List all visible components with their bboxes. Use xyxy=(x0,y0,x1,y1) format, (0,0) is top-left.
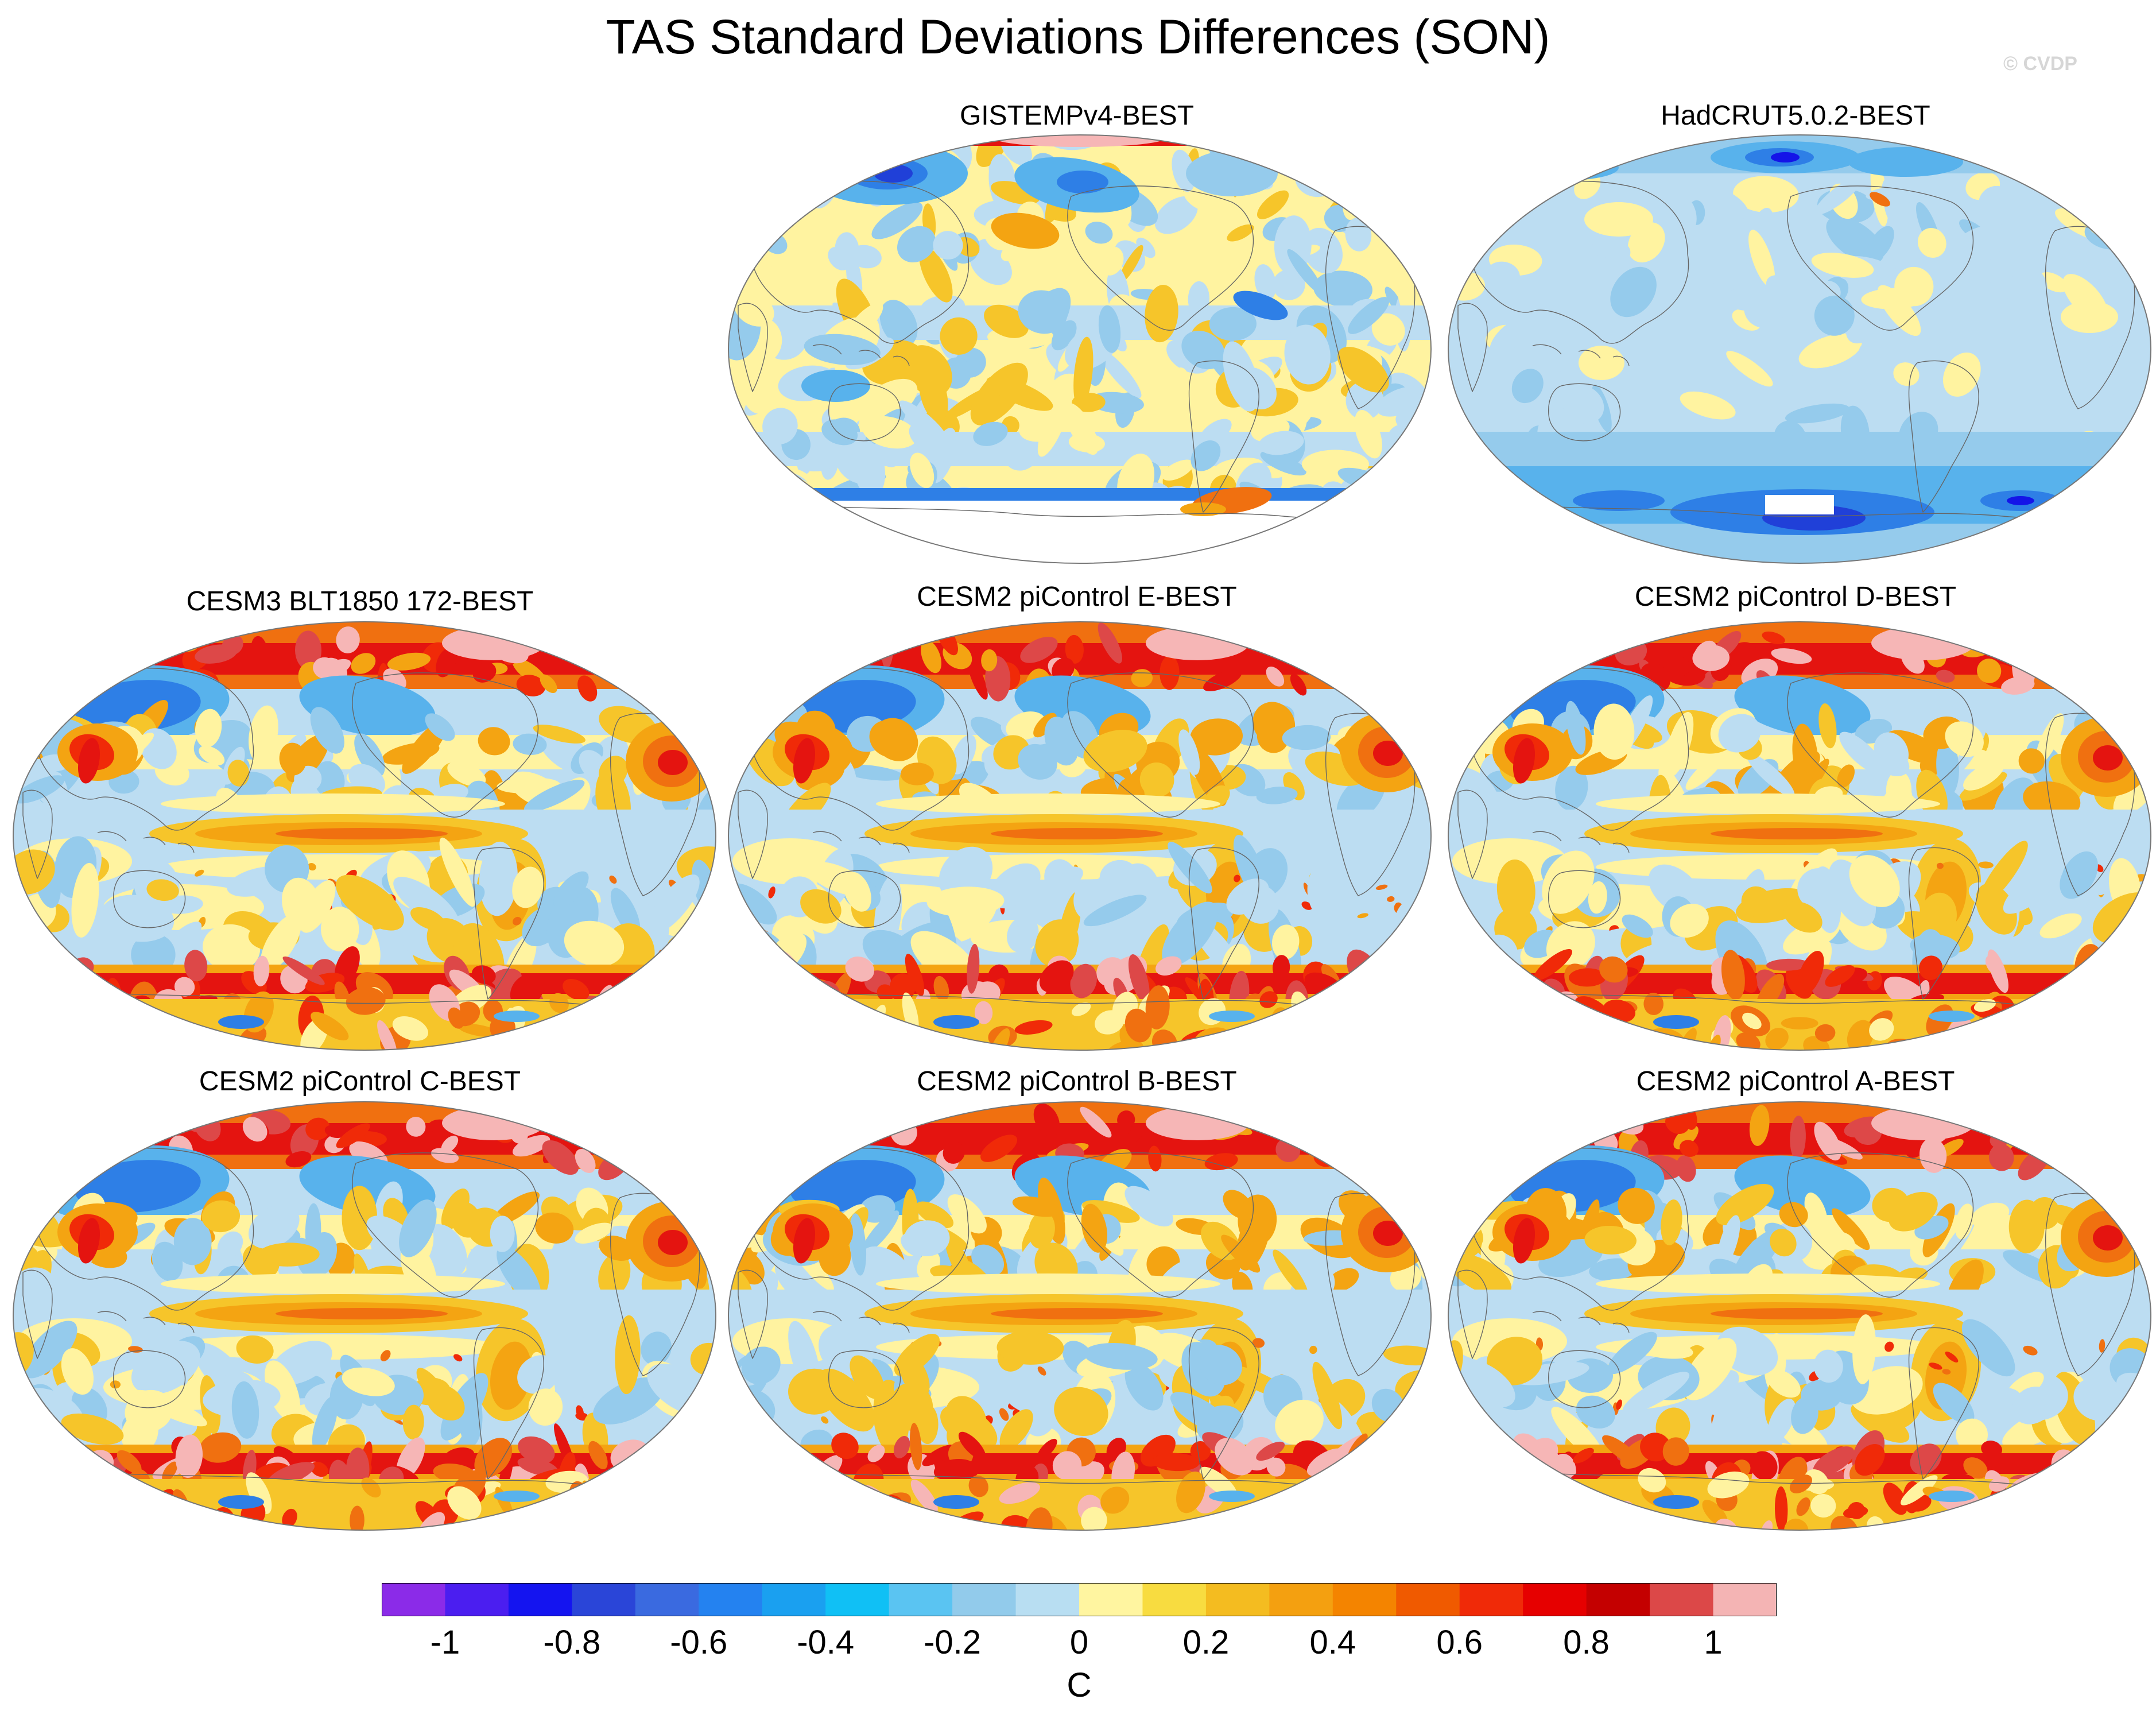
colorbar-swatch xyxy=(1459,1583,1523,1616)
colorbar-tick-label: -0.8 xyxy=(543,1624,601,1661)
map-outline xyxy=(1448,134,2151,564)
map-outline xyxy=(1448,621,2151,1051)
colorbar-tick-label: 0 xyxy=(1069,1624,1089,1661)
colorbar xyxy=(382,1583,1777,1616)
panel-title-cesm2c: CESM2 piControl C-BEST xyxy=(199,1066,521,1097)
panel-title-cesm2e: CESM2 piControl E-BEST xyxy=(917,582,1237,612)
map-cesm2d xyxy=(1448,621,2151,1051)
watermark: © CVDP xyxy=(2003,53,2077,75)
map-field xyxy=(728,135,1431,563)
panel-title-cesm2b: CESM2 piControl B-BEST xyxy=(917,1066,1237,1097)
map-cesm2e xyxy=(728,621,1432,1051)
colorbar-swatch xyxy=(1015,1583,1080,1616)
map-field xyxy=(1448,135,2151,563)
map-gistemp xyxy=(728,134,1432,564)
colorbar-swatch xyxy=(635,1583,699,1616)
map-outline xyxy=(13,621,716,1051)
figure-title: TAS Standard Deviations Differences (SON… xyxy=(606,10,1550,64)
map-field xyxy=(1448,1102,2151,1530)
colorbar-frame xyxy=(382,1583,1777,1616)
map-outline xyxy=(1448,1101,2151,1531)
colorbar-swatch xyxy=(508,1583,572,1616)
colorbar-swatch xyxy=(1650,1583,1714,1616)
colorbar-tick-label: -1 xyxy=(430,1624,460,1661)
colorbar-swatch xyxy=(825,1583,890,1616)
colorbar-swatch xyxy=(1523,1583,1587,1616)
colorbar-swatch xyxy=(572,1583,636,1616)
colorbar-swatch xyxy=(699,1583,763,1616)
colorbar-tick-label: 0.4 xyxy=(1309,1624,1356,1661)
map-cesm2b xyxy=(728,1101,1432,1531)
map-hadcrut xyxy=(1448,134,2151,564)
colorbar-tick-label: 0.6 xyxy=(1436,1624,1483,1661)
colorbar-swatch xyxy=(1269,1583,1333,1616)
map-field xyxy=(728,1102,1431,1530)
map-cesm2c xyxy=(13,1101,716,1531)
colorbar-swatch xyxy=(1396,1583,1460,1616)
map-cesm2a xyxy=(1448,1101,2151,1531)
colorbar-swatch xyxy=(1586,1583,1650,1616)
colorbar-tick-label: -0.2 xyxy=(924,1624,982,1661)
colorbar-swatch xyxy=(1079,1583,1143,1616)
map-cesm3 xyxy=(13,621,716,1051)
panel-title-cesm2a: CESM2 piControl A-BEST xyxy=(1636,1066,1955,1097)
panel-title-gistemp: GISTEMPv4-BEST xyxy=(959,100,1195,131)
colorbar-swatch xyxy=(1142,1583,1207,1616)
map-field xyxy=(1448,622,2151,1050)
colorbar-tick-label: -0.4 xyxy=(797,1624,855,1661)
colorbar-tick-label: 1 xyxy=(1704,1624,1723,1661)
map-outline xyxy=(728,621,1432,1051)
panel-title-hadcrut: HadCRUT5.0.2-BEST xyxy=(1661,100,1930,131)
map-outline xyxy=(728,134,1432,564)
colorbar-tick-label: -0.6 xyxy=(670,1624,728,1661)
panel-title-cesm2d: CESM2 piControl D-BEST xyxy=(1634,582,1957,612)
colorbar-swatch xyxy=(889,1583,953,1616)
colorbar-swatch xyxy=(1205,1583,1270,1616)
map-outline xyxy=(13,1101,716,1531)
colorbar-swatch xyxy=(382,1583,445,1616)
colorbar-tick-label: 0.2 xyxy=(1182,1624,1230,1661)
colorbar-swatch xyxy=(762,1583,826,1616)
map-outline xyxy=(728,1101,1432,1531)
map-field xyxy=(13,1102,716,1530)
colorbar-swatch xyxy=(1332,1583,1397,1616)
colorbar-tick-label: 0.8 xyxy=(1563,1624,1610,1661)
colorbar-units: C xyxy=(1067,1666,1092,1704)
colorbar-swatch xyxy=(1713,1583,1777,1616)
colorbar-swatch xyxy=(445,1583,509,1616)
map-field xyxy=(728,622,1431,1050)
colorbar-swatch xyxy=(952,1583,1017,1616)
panel-title-cesm3: CESM3 BLT1850 172-BEST xyxy=(186,586,534,617)
